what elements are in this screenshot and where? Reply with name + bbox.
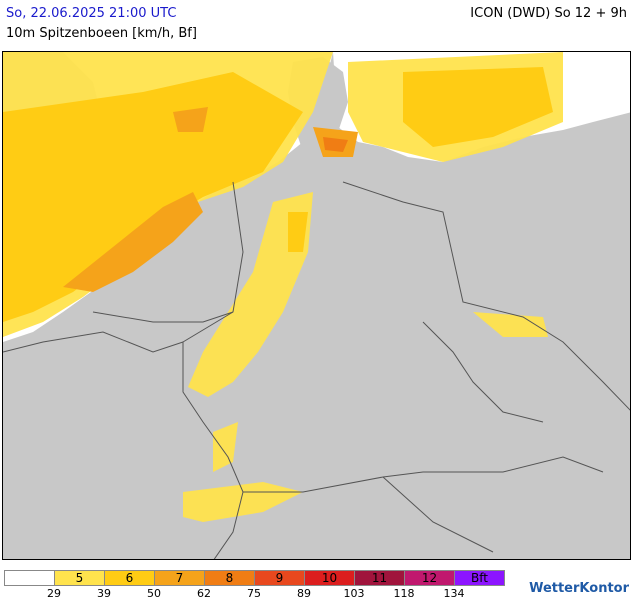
map-canvas: [3, 52, 630, 559]
map-timestamp: So, 22.06.2025 21:00 UTC: [6, 6, 177, 21]
legend-swatch-1: 5: [54, 570, 104, 586]
color-legend: 5 6 7 8 9 10 11 12 Bft: [4, 570, 505, 586]
legend-tick-0: 29: [47, 587, 61, 600]
legend-tick-7: 118: [393, 587, 415, 600]
gust-bft6: [3, 67, 553, 322]
legend-swatch-0: [4, 570, 54, 586]
legend-tick-6: 103: [343, 587, 365, 600]
legend-tick-4: 75: [247, 587, 261, 600]
legend-tick-1: 39: [97, 587, 111, 600]
model-run-label: ICON (DWD) So 12 + 9h: [470, 6, 627, 21]
legend-swatch-6: 10: [304, 570, 354, 586]
legend-swatch-5: 9: [254, 570, 304, 586]
legend-tick-3: 62: [197, 587, 211, 600]
legend-tick-2: 50: [147, 587, 161, 600]
legend-swatch-3: 7: [154, 570, 204, 586]
brand-logo: WetterKontor: [529, 581, 629, 596]
legend-tick-5: 89: [297, 587, 311, 600]
legend-tick-8: 134: [443, 587, 465, 600]
legend-swatch-9: Bft: [454, 570, 505, 586]
legend-swatch-8: 12: [404, 570, 454, 586]
wind-gust-map: [2, 51, 631, 560]
country-borders: [3, 181, 630, 559]
legend-swatch-4: 8: [204, 570, 254, 586]
map-parameter-title: 10m Spitzenboeen [km/h, Bf]: [6, 26, 197, 41]
legend-swatch-2: 6: [104, 570, 154, 586]
gust-bft8: [323, 137, 348, 152]
legend-swatch-7: 11: [354, 570, 404, 586]
